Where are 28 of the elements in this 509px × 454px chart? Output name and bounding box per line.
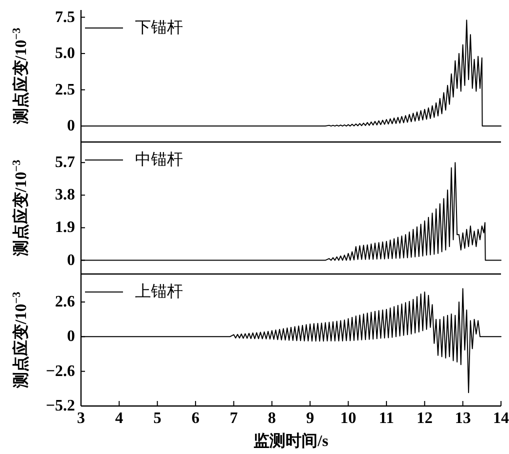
x-tick-label: 13	[454, 410, 471, 427]
y-tick-label: 0	[67, 118, 75, 135]
x-tick-label: 12	[416, 410, 433, 427]
x-tick-label: 10	[340, 410, 356, 427]
y-tick-label: 0	[67, 252, 75, 269]
x-tick-label: 3	[77, 410, 85, 427]
legend-label: 上锚杆	[135, 282, 183, 300]
legend-label: 中锚杆	[135, 150, 183, 168]
x-tick-label: 5	[153, 410, 162, 427]
x-axis-title: 监测时间/s	[254, 432, 328, 450]
y-tick-label: 2.5	[55, 81, 75, 98]
x-tick-label: 8	[268, 410, 276, 427]
y-tick-label: 1.9	[55, 219, 75, 236]
y-tick-label: 2.6	[55, 294, 75, 310]
x-tick-label: 6	[192, 410, 200, 427]
y-tick-label: 0	[67, 328, 75, 346]
legend-label: 下锚杆	[135, 20, 183, 36]
y-tick-label: −5.2	[46, 398, 75, 414]
y-tick-label: 5.7	[55, 154, 75, 172]
x-tick-label: 11	[378, 410, 394, 427]
y-tick-label: 5.0	[55, 45, 75, 62]
x-tick-label: 14	[493, 410, 509, 427]
y-tick-label: 3.8	[55, 186, 75, 204]
y-tick-label: 7.5	[55, 8, 75, 26]
x-tick-label: 4	[115, 410, 124, 427]
x-tick-label: 9	[306, 410, 314, 427]
x-tick-label: 7	[230, 410, 238, 427]
y-tick-label: −2.6	[46, 362, 75, 380]
